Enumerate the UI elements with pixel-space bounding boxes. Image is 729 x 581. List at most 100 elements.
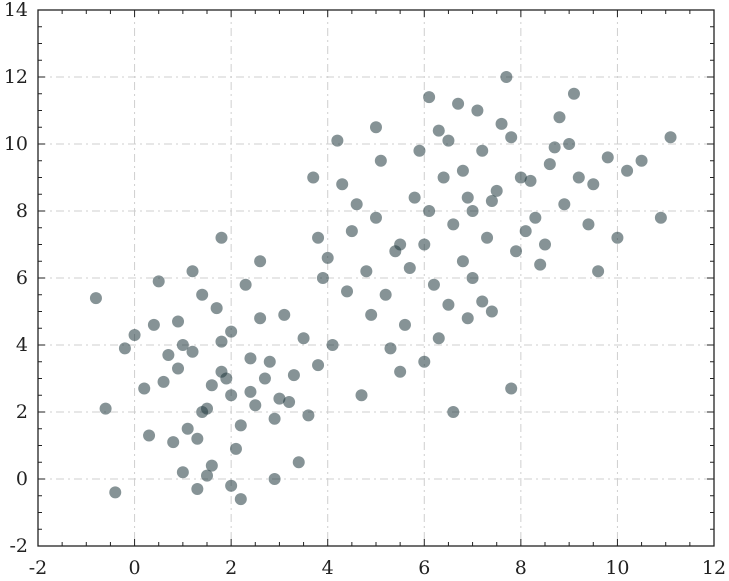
data-point [225,479,238,492]
data-point [287,369,300,382]
data-point [452,97,465,110]
data-point [558,198,571,211]
data-point [345,225,358,238]
data-point [268,412,281,425]
data-point [355,389,368,402]
data-point [389,245,402,258]
axis-ticks [37,9,715,547]
data-point [495,117,508,130]
data-point [563,138,576,150]
data-point [601,151,614,164]
data-point [128,328,141,341]
data-point [254,255,267,268]
data-point [283,395,296,408]
x-tick-label: 4 [322,557,334,579]
x-tick-label: 8 [515,557,527,579]
data-point [427,278,440,291]
data-point [205,459,218,472]
data-point [229,442,242,455]
data-point [423,91,436,104]
y-tick-label: -2 [9,535,28,557]
x-tick-label: 0 [129,557,141,579]
data-point [505,131,518,144]
data-point [89,292,102,305]
data-point [292,456,305,469]
data-point [186,265,199,278]
data-point [234,419,247,432]
data-point [442,298,455,311]
data-point [543,158,556,171]
data-point [567,87,580,100]
data-point [244,352,257,365]
data-point [413,144,426,157]
y-tick-label: 14 [4,0,28,21]
data-point [109,486,122,499]
data-point [534,258,547,271]
data-point [331,134,344,147]
data-point [582,218,595,231]
data-point [447,218,460,231]
data-point [191,483,204,496]
grid-lines [38,10,714,546]
data-point [456,255,469,268]
y-tick-label: 4 [16,334,28,356]
data-point [172,315,185,328]
data-point [360,265,373,278]
data-point [418,355,431,368]
data-point [239,278,252,291]
data-point [297,332,310,345]
data-points [89,71,677,506]
data-point [471,104,484,117]
data-point [461,191,474,204]
x-tick-label: 12 [702,557,726,579]
y-tick-label: 10 [4,133,28,155]
data-point [273,392,286,405]
data-point [321,251,334,264]
data-point [350,198,363,211]
y-tick-label: 2 [16,401,28,423]
data-point [336,178,349,191]
data-point [186,345,199,358]
data-point [172,362,185,375]
data-point [654,211,667,224]
data-point [162,349,175,362]
data-point [408,191,421,204]
data-point [138,382,151,395]
data-point [196,406,209,418]
data-point [379,288,392,301]
data-point [500,71,513,83]
data-point [437,171,450,184]
data-point [258,372,271,385]
data-point [466,272,479,284]
data-point [181,422,194,435]
data-point [529,211,542,224]
data-point [118,342,131,355]
data-point [147,318,160,331]
data-point [370,121,382,134]
data-point [225,389,238,402]
data-point [326,339,339,351]
data-point [302,409,315,422]
data-point [278,308,291,321]
data-point [461,312,474,325]
data-point [456,164,469,177]
data-point [210,302,223,315]
tick-labels: -2 0 2 4 6 8 10 12 -2 0 2 4 6 8 10 12 14 [4,0,726,579]
data-point [447,406,460,418]
data-point [191,432,204,445]
data-point [384,342,397,355]
data-point [152,275,165,288]
data-point [225,325,238,338]
data-point [485,305,498,318]
data-point [215,231,228,244]
data-point [664,131,677,144]
x-tick-label: 2 [225,557,237,579]
data-point [398,318,411,331]
data-point [307,171,320,184]
data-point [481,231,494,244]
data-point [635,154,648,167]
data-point [514,171,527,184]
y-tick-label: 12 [4,66,28,88]
x-tick-label: -2 [29,557,48,579]
